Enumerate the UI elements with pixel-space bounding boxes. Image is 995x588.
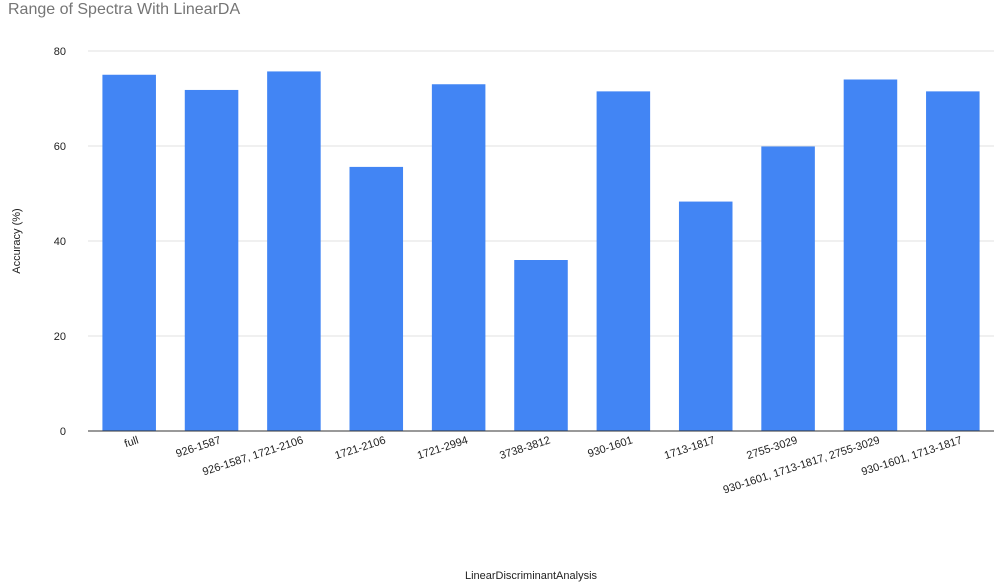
bar [267, 71, 321, 432]
x-tick-label: 1713-1817 [663, 434, 717, 462]
x-tick-label: 1721-2106 [333, 434, 387, 462]
x-tick-label: 930-1601, 1713-1817, 2755-3029 [722, 434, 882, 496]
chart-title: Range of Spectra With LinearDA [8, 1, 241, 18]
bars [102, 71, 980, 432]
x-tick-label: 930-1601 [586, 434, 634, 460]
x-tick-label: 1721-2994 [416, 434, 470, 462]
bar [184, 89, 239, 431]
x-tick-label: 3738-3812 [498, 434, 552, 462]
bar [102, 74, 156, 431]
x-axis-title: LinearDiscriminantAnalysis [465, 570, 598, 582]
bar [596, 91, 651, 431]
y-tick-label: 80 [54, 46, 66, 58]
bar [843, 79, 898, 431]
bar [349, 166, 404, 431]
x-tick-label: 2755-3029 [745, 434, 799, 462]
bar [678, 201, 733, 431]
bar [431, 84, 486, 431]
y-tick-label: 40 [54, 236, 66, 248]
y-tick-labels: 0 20 40 60 80 [54, 46, 66, 438]
y-tick-label: 20 [54, 331, 66, 343]
bar [761, 146, 815, 431]
y-axis-title: Accuracy (%) [11, 208, 23, 273]
x-tick-label: 926-1587 [175, 434, 223, 460]
y-tick-label: 0 [60, 426, 66, 438]
bar [926, 91, 980, 431]
bar [514, 260, 568, 431]
x-tick-label: full [123, 434, 140, 450]
y-tick-label: 60 [54, 141, 66, 153]
